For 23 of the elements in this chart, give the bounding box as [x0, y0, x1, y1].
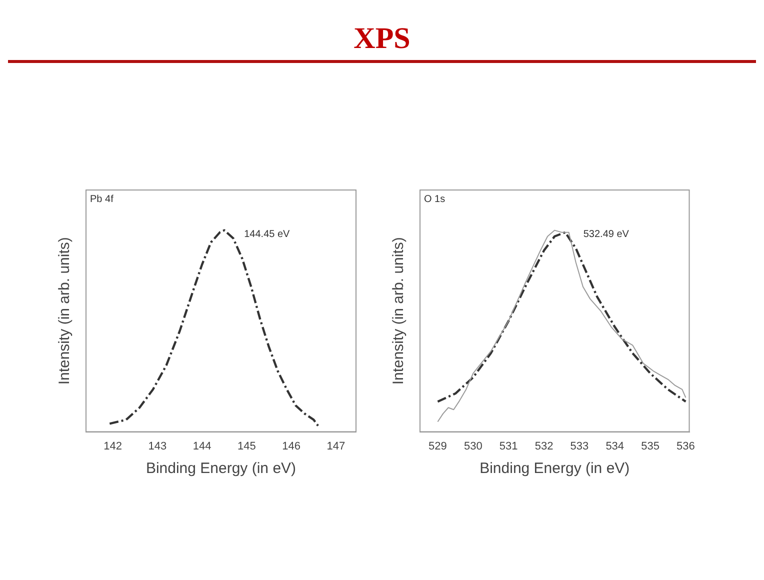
- x-axis-title: Binding Energy (in eV): [480, 460, 630, 478]
- x-tick-label: 144: [192, 440, 212, 452]
- text: O 1s: [424, 194, 446, 205]
- x-tick-label: 533: [570, 440, 589, 452]
- x-axis-title: Binding Energy (in eV): [146, 460, 296, 478]
- x-tick-label: 145: [237, 440, 256, 452]
- x-tick-label: 143: [148, 440, 167, 452]
- x-tick-label: 536: [676, 440, 695, 452]
- x-tick-label: 534: [606, 440, 624, 452]
- annotation: 144.45 eV: [244, 229, 290, 240]
- y-axis-title: Intensity (in arb. units): [390, 237, 408, 385]
- x-tick-label: 532: [534, 440, 554, 452]
- x-tick-label: 146: [282, 440, 300, 452]
- x-tick-label: 142: [104, 440, 122, 452]
- text: Pb 4f: [90, 194, 114, 205]
- x-tick-label: 529: [428, 440, 447, 452]
- y-axis-title: Intensity (in arb. units): [56, 237, 74, 385]
- chart-title: XPS: [352, 22, 412, 56]
- x-tick-label: 530: [464, 440, 482, 452]
- x-tick-label: 531: [499, 440, 518, 452]
- x-tick-label: 147: [326, 440, 346, 452]
- annotation: 532.49 eV: [583, 229, 630, 240]
- x-tick-label: 535: [641, 440, 660, 452]
